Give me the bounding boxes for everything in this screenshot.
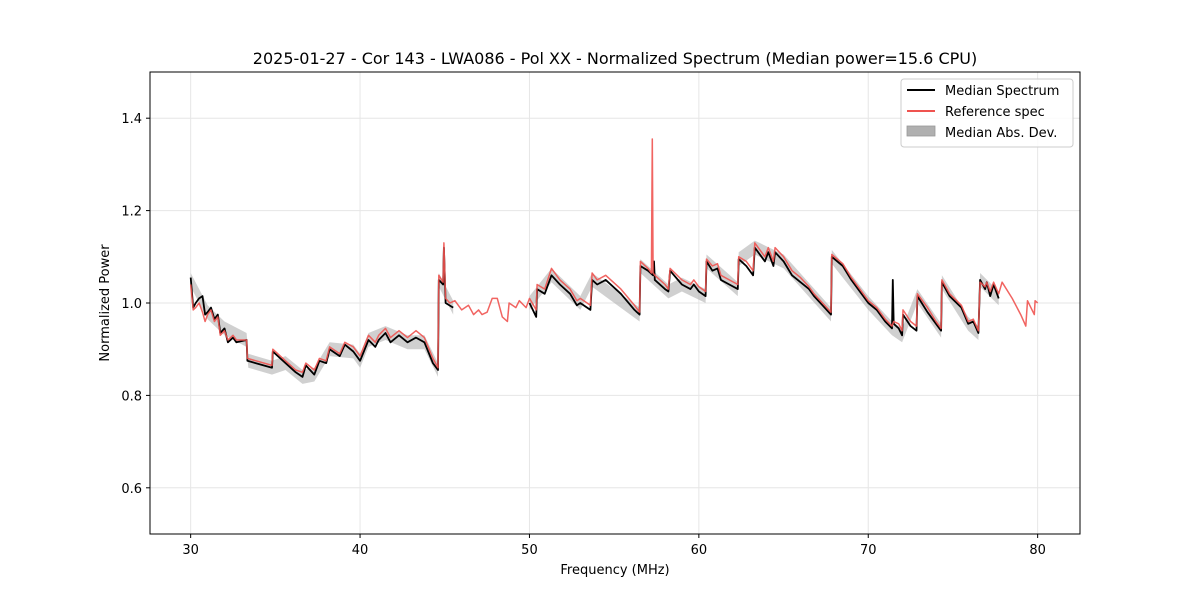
y-axis-label: Normalized Power xyxy=(98,244,113,362)
y-tick-label: 0.6 xyxy=(121,482,142,497)
x-tick-label: 70 xyxy=(860,543,877,558)
x-tick-label: 40 xyxy=(352,543,369,558)
y-tick-label: 1.2 xyxy=(121,205,142,220)
y-ticks: 0.6 0.8 1.0 1.2 1.4 xyxy=(121,112,150,497)
median-spectrum-line xyxy=(528,246,1000,337)
legend-swatch-mad xyxy=(906,125,936,137)
mad-band-segment xyxy=(190,273,454,384)
x-tick-label: 60 xyxy=(691,543,708,558)
x-tick-label: 30 xyxy=(182,543,199,558)
x-axis-label: Frequency (MHz) xyxy=(560,563,669,578)
x-ticks: 30 40 50 60 70 80 xyxy=(182,534,1046,558)
reference-spectrum-line xyxy=(189,138,1039,374)
y-tick-label: 1.0 xyxy=(121,297,142,312)
chart-title: 2025-01-27 - Cor 143 - LWA086 - Pol XX -… xyxy=(253,49,977,68)
y-tick-label: 1.4 xyxy=(121,112,142,127)
legend-label-median: Median Spectrum xyxy=(945,84,1059,99)
x-tick-label: 80 xyxy=(1029,543,1046,558)
x-tick-label: 50 xyxy=(521,543,538,558)
y-tick-label: 0.8 xyxy=(121,389,142,404)
legend-label-reference: Reference spec xyxy=(945,105,1045,120)
series-lines xyxy=(189,138,1039,378)
legend-frame xyxy=(900,78,1074,148)
legend: Median Spectrum Reference spec Median Ab… xyxy=(900,78,1074,148)
legend-label-mad: Median Abs. Dev. xyxy=(945,126,1057,141)
